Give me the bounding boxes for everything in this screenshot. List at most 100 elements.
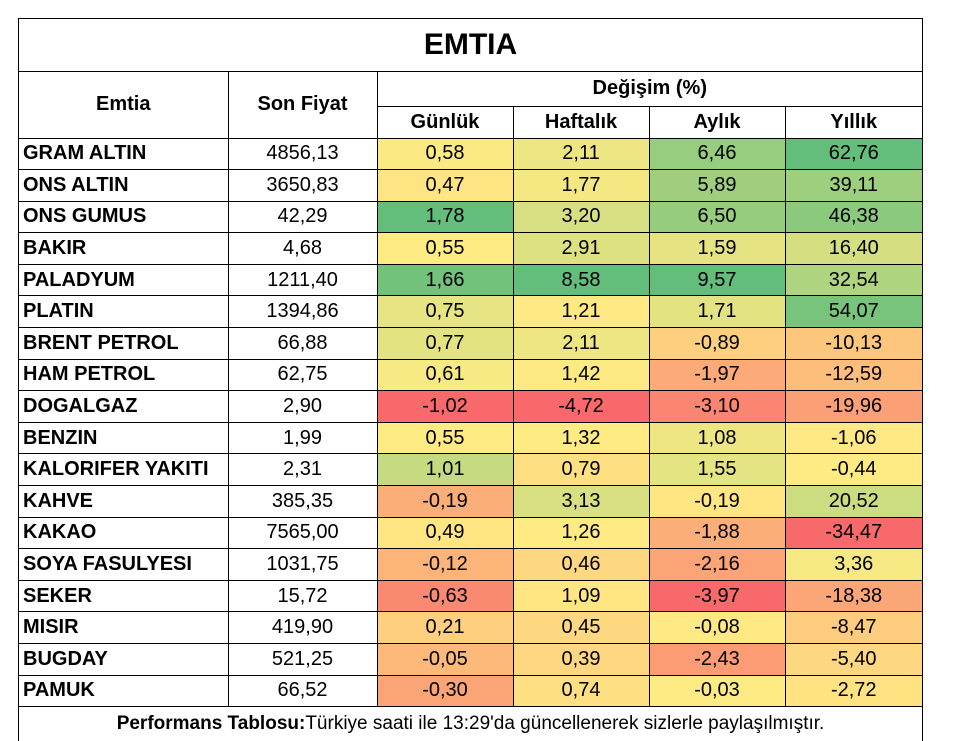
commodity-name: SOYA FASULYESI <box>19 548 229 581</box>
haftalik-change-cell: 0,45 <box>512 611 650 644</box>
aylik-change-cell: -0,08 <box>648 611 786 644</box>
yillik-change-cell: -18,38 <box>784 579 923 613</box>
aylik-change-cell: -3,10 <box>648 390 786 423</box>
aylik-change-cell: 1,59 <box>648 232 786 265</box>
aylik-change-cell: 9,57 <box>648 263 786 297</box>
haftalik-change-cell: 3,20 <box>512 200 650 234</box>
commodity-name: ONS GUMUS <box>19 200 229 234</box>
gunluk-change-cell: 0,21 <box>376 611 514 644</box>
header-emtia: Emtia <box>19 72 229 139</box>
haftalik-change-cell: 0,39 <box>512 643 650 676</box>
price-cell: 15,72 <box>227 579 378 613</box>
commodity-name: SEKER <box>19 579 229 613</box>
table-title: EMTIA <box>19 19 922 72</box>
haftalik-change-cell: 2,91 <box>512 232 650 265</box>
footer-label: Performans Tablosu: <box>116 713 306 735</box>
haftalik-change-cell: -4,72 <box>512 390 650 423</box>
commodity-name: HAM PETROL <box>19 358 229 392</box>
aylik-change-cell: 1,08 <box>648 421 786 455</box>
price-cell: 2,90 <box>227 390 378 423</box>
haftalik-change-cell: 2,11 <box>512 137 650 171</box>
table-row: BENZIN 1,99 0,55 1,32 1,08 -1,06 <box>19 421 923 455</box>
commodity-name: PLATIN <box>19 295 229 329</box>
haftalik-change-cell: 0,46 <box>512 548 650 581</box>
gunluk-change-cell: 0,77 <box>376 327 514 360</box>
commodity-name: DOGALGAZ <box>19 390 229 423</box>
gunluk-change-cell: -0,30 <box>376 674 514 708</box>
haftalik-change-cell: 3,13 <box>512 485 650 518</box>
yillik-change-cell: -1,06 <box>784 421 923 455</box>
price-cell: 2,31 <box>227 453 378 487</box>
yillik-change-cell: 62,76 <box>784 137 923 171</box>
aylik-change-cell: 1,71 <box>648 295 786 329</box>
footer-note: Performans Tablosu: Türkiye saati ile 13… <box>19 707 922 741</box>
commodity-name: PAMUK <box>19 674 229 708</box>
gunluk-change-cell: 0,49 <box>376 516 514 550</box>
table-row: MISIR 419,90 0,21 0,45 -0,08 -8,47 <box>19 611 923 644</box>
table-row: KAHVE 385,35 -0,19 3,13 -0,19 20,52 <box>19 485 923 518</box>
yillik-change-cell: -8,47 <box>784 611 923 644</box>
aylik-change-cell: -0,03 <box>648 674 786 708</box>
header-haftalik: Haftalık <box>512 105 650 139</box>
price-cell: 521,25 <box>227 643 378 676</box>
gunluk-change-cell: 0,47 <box>376 169 514 202</box>
price-cell: 42,29 <box>227 200 378 234</box>
yillik-change-cell: -5,40 <box>784 643 923 676</box>
price-cell: 3650,83 <box>227 169 378 202</box>
price-cell: 66,52 <box>227 674 378 708</box>
gunluk-change-cell: 0,61 <box>376 358 514 392</box>
price-cell: 1394,86 <box>227 295 378 329</box>
commodity-name: BAKIR <box>19 232 229 265</box>
yillik-change-cell: -10,13 <box>784 327 923 360</box>
table-row: PALADYUM 1211,40 1,66 8,58 9,57 32,54 <box>19 263 923 297</box>
haftalik-change-cell: 1,21 <box>512 295 650 329</box>
yillik-change-cell: -34,47 <box>784 516 923 550</box>
gunluk-change-cell: 0,55 <box>376 232 514 265</box>
aylik-change-cell: -0,19 <box>648 485 786 518</box>
table-row: BRENT PETROL 66,88 0,77 2,11 -0,89 -10,13 <box>19 327 923 360</box>
footer-text: Türkiye saati ile 13:29'da güncellenerek… <box>305 713 825 735</box>
commodity-name: ONS ALTIN <box>19 169 229 202</box>
emtia-table-frame: EMTIA Emtia Son Fiyat Değişim (%) Günlük… <box>18 18 923 741</box>
price-cell: 419,90 <box>227 611 378 644</box>
commodity-table: Emtia Son Fiyat Değişim (%) Günlük Hafta… <box>19 72 923 708</box>
aylik-change-cell: -1,97 <box>648 358 786 392</box>
aylik-change-cell: 5,89 <box>648 169 786 202</box>
commodity-name: KALORIFER YAKITI <box>19 453 229 487</box>
aylik-change-cell: -2,16 <box>648 548 786 581</box>
gunluk-change-cell: -0,05 <box>376 643 514 676</box>
gunluk-change-cell: 0,75 <box>376 295 514 329</box>
commodity-name: BUGDAY <box>19 643 229 676</box>
table-row: ONS ALTIN 3650,83 0,47 1,77 5,89 39,11 <box>19 169 923 202</box>
aylik-change-cell: -0,89 <box>648 327 786 360</box>
aylik-change-cell: -1,88 <box>648 516 786 550</box>
gunluk-change-cell: 1,78 <box>376 200 514 234</box>
aylik-change-cell: 6,50 <box>648 200 786 234</box>
table-row: PAMUK 66,52 -0,30 0,74 -0,03 -2,72 <box>19 674 923 708</box>
table-row: GRAM ALTIN 4856,13 0,58 2,11 6,46 62,76 <box>19 137 923 171</box>
aylik-change-cell: 1,55 <box>648 453 786 487</box>
haftalik-change-cell: 0,79 <box>512 453 650 487</box>
haftalik-change-cell: 1,77 <box>512 169 650 202</box>
price-cell: 62,75 <box>227 358 378 392</box>
table-row: HAM PETROL 62,75 0,61 1,42 -1,97 -12,59 <box>19 358 923 392</box>
table-row: PLATIN 1394,86 0,75 1,21 1,71 54,07 <box>19 295 923 329</box>
commodity-name: MISIR <box>19 611 229 644</box>
yillik-change-cell: -2,72 <box>784 674 923 708</box>
table-row: SOYA FASULYESI 1031,75 -0,12 0,46 -2,16 3,36 <box>19 548 923 581</box>
yillik-change-cell: -12,59 <box>784 358 923 392</box>
table-row: BAKIR 4,68 0,55 2,91 1,59 16,40 <box>19 232 923 265</box>
gunluk-change-cell: -0,12 <box>376 548 514 581</box>
yillik-change-cell: 46,38 <box>784 200 923 234</box>
price-cell: 1,99 <box>227 421 378 455</box>
yillik-change-cell: 16,40 <box>784 232 923 265</box>
table-row: ONS GUMUS 42,29 1,78 3,20 6,50 46,38 <box>19 200 923 234</box>
gunluk-change-cell: 0,58 <box>376 137 514 171</box>
haftalik-change-cell: 1,42 <box>512 358 650 392</box>
yillik-change-cell: -19,96 <box>784 390 923 423</box>
haftalik-change-cell: 1,09 <box>512 579 650 613</box>
price-cell: 7565,00 <box>227 516 378 550</box>
commodity-name: GRAM ALTIN <box>19 137 229 171</box>
aylik-change-cell: 6,46 <box>648 137 786 171</box>
commodity-name: PALADYUM <box>19 263 229 297</box>
